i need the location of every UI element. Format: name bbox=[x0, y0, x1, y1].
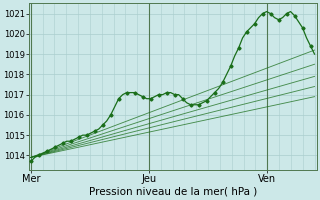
X-axis label: Pression niveau de la mer( hPa ): Pression niveau de la mer( hPa ) bbox=[89, 187, 257, 197]
